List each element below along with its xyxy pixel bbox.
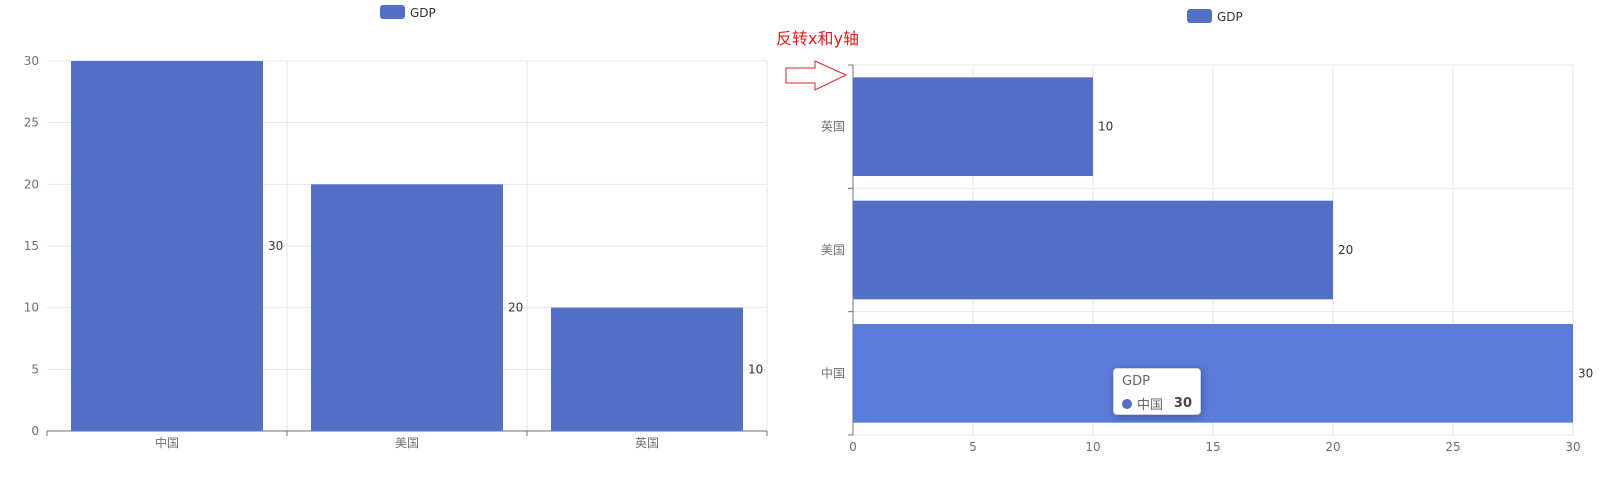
right-data-labels: 30 20 10 — [1098, 120, 1593, 381]
tooltip-title: GDP — [1122, 374, 1150, 389]
right-x-tick-label: 30 — [1565, 440, 1580, 454]
left-bars — [71, 61, 743, 431]
left-data-label: 30 — [268, 239, 283, 253]
left-x-tick-label: 美国 — [395, 436, 419, 450]
right-legend-swatch — [1187, 9, 1212, 23]
left-y-tick-label: 5 — [31, 362, 39, 376]
right-bar[interactable] — [853, 200, 1333, 300]
tooltip-name: 中国 — [1137, 398, 1164, 413]
left-y-tick-label: 30 — [24, 54, 39, 68]
right-data-label: 10 — [1098, 120, 1113, 134]
left-x-tick-label: 中国 — [155, 435, 179, 450]
right-bars — [853, 77, 1573, 423]
left-data-label: 20 — [508, 301, 523, 315]
right-legend-label: GDP — [1217, 10, 1243, 24]
series-dot-icon — [1122, 398, 1132, 409]
left-y-tick-label: 15 — [24, 239, 39, 253]
left-y-tick-label: 20 — [24, 177, 39, 191]
right-data-label: 30 — [1578, 366, 1593, 380]
tooltip: GDP 中国 30 — [1113, 368, 1201, 415]
horizontal-bar-chart: GDP 0 5 10 15 20 25 30 中国 美国 英国 30 20 10 — [821, 9, 1593, 454]
left-bar[interactable] — [551, 307, 743, 431]
right-data-label: 20 — [1338, 243, 1353, 257]
left-y-tick-label: 10 — [24, 301, 39, 315]
right-x-tick-label: 0 — [849, 440, 857, 454]
left-x-tick-label: 英国 — [635, 436, 659, 450]
right-y-tick-label: 美国 — [821, 243, 845, 257]
right-x-tick-label: 5 — [969, 440, 977, 454]
vertical-bar-chart: GDP 0 5 10 15 20 25 30 中国 美国 英国 30 20 10 — [24, 5, 768, 450]
left-legend-swatch — [380, 5, 405, 19]
left-y-tick-label: 0 — [31, 424, 39, 438]
left-data-labels: 30 20 10 — [268, 239, 763, 376]
right-y-tick-label: 英国 — [821, 120, 845, 134]
right-bar[interactable] — [853, 77, 1093, 176]
right-x-tick-label: 20 — [1325, 440, 1340, 454]
right-arrow-icon — [785, 60, 848, 91]
tooltip-value: 30 — [1173, 396, 1192, 411]
right-y-tick-label: 中国 — [821, 365, 845, 380]
left-bar[interactable] — [311, 184, 503, 431]
tooltip-row: 中国 30 — [1122, 394, 1192, 413]
left-legend-label: GDP — [410, 6, 436, 20]
left-data-label: 10 — [748, 362, 763, 376]
right-x-tick-label: 25 — [1445, 440, 1460, 454]
left-bar[interactable] — [71, 61, 263, 431]
right-x-tick-label: 15 — [1205, 440, 1220, 454]
annotation: 反转x和y轴 — [776, 29, 859, 91]
left-y-tick-label: 25 — [24, 116, 39, 130]
left-legend[interactable]: GDP — [380, 5, 436, 20]
right-bar[interactable] — [853, 324, 1573, 423]
right-legend[interactable]: GDP — [1187, 9, 1243, 24]
right-x-tick-label: 10 — [1085, 440, 1100, 454]
annotation-text: 反转x和y轴 — [776, 29, 859, 48]
